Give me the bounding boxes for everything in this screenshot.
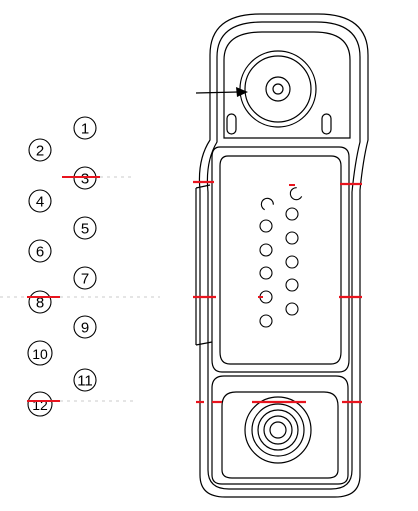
bottom-port-ring <box>251 403 305 457</box>
pin-label-3: 3 <box>81 171 89 188</box>
bottom-section-outline <box>211 375 349 485</box>
pin-contact-11 <box>285 302 299 316</box>
pin-label-2-circle <box>28 138 52 162</box>
pin-contact-7 <box>285 255 299 269</box>
left-slot <box>226 113 237 135</box>
pin-label-5: 5 <box>81 221 89 238</box>
left-rail-upper <box>195 184 211 189</box>
connector-reference-dots <box>258 184 295 298</box>
pin-label-4-circle <box>28 189 52 213</box>
pin-label-1-circle <box>73 116 97 140</box>
pin-label-10: 10 <box>32 346 48 362</box>
pin-label-1: 1 <box>81 121 89 138</box>
pin-label-11: 11 <box>77 373 93 390</box>
arrow-head <box>236 87 248 97</box>
pin-chamber-inner <box>219 155 342 365</box>
pin-label-4: 4 <box>36 194 44 211</box>
upper-cap-outline <box>223 31 351 139</box>
pin-label-9-circle <box>73 315 97 339</box>
pin-label-6-circle <box>28 239 52 263</box>
pin-contact-5 <box>285 231 299 245</box>
label-reference-lines <box>27 176 100 402</box>
mark-pin-contact-8 <box>258 296 263 298</box>
pin-label-7-circle <box>73 266 97 290</box>
bottom-section-inner <box>221 391 339 479</box>
bottom-port-outer <box>244 396 312 464</box>
pin-label-5-circle <box>73 216 97 240</box>
top-port-outer <box>239 50 317 128</box>
pin-labels <box>27 116 97 417</box>
bottom-port-ring-2 <box>257 409 299 451</box>
pin-contact-6 <box>259 243 273 257</box>
top-port-center <box>272 83 284 95</box>
pin-label-12: 12 <box>32 397 48 413</box>
pin-contact-12 <box>259 314 273 328</box>
top-port-inner <box>265 76 291 102</box>
pin-label-12-circle <box>27 391 53 417</box>
pin-label-8-circle <box>28 290 52 314</box>
bottom-port-center <box>269 421 287 439</box>
pin-label-10-circle <box>27 340 53 366</box>
pin-contact-2 <box>260 197 274 211</box>
pin-chamber-outer <box>211 146 350 373</box>
pin-contact-9 <box>285 278 299 292</box>
pin-contact-4 <box>259 219 273 233</box>
pin-contact-1 <box>289 187 303 201</box>
connector-inner-outline <box>206 21 361 490</box>
pin-label-7: 7 <box>81 271 89 288</box>
top-port-ring <box>244 55 312 123</box>
pin-contact-8 <box>259 266 273 280</box>
mark-pin-contact-3 <box>289 184 295 186</box>
arrow-shaft <box>195 91 239 94</box>
label-guide-lines <box>0 176 160 402</box>
pin-label-6: 6 <box>36 244 44 261</box>
pin-label-2: 2 <box>36 143 44 160</box>
pin-label-9: 9 <box>81 320 89 337</box>
indicator-arrow <box>195 87 248 97</box>
pin-contacts <box>259 187 303 328</box>
connector-body <box>195 13 369 498</box>
pin-label-8: 8 <box>36 295 44 312</box>
left-rail-lower <box>195 341 213 346</box>
pin-label-11-circle <box>73 368 97 392</box>
connector-reference-marks <box>193 180 362 404</box>
connector-outer-outline <box>198 13 369 498</box>
bottom-port-ring-3 <box>263 415 293 445</box>
pin-contact-3 <box>285 207 299 221</box>
right-slot <box>321 113 332 135</box>
